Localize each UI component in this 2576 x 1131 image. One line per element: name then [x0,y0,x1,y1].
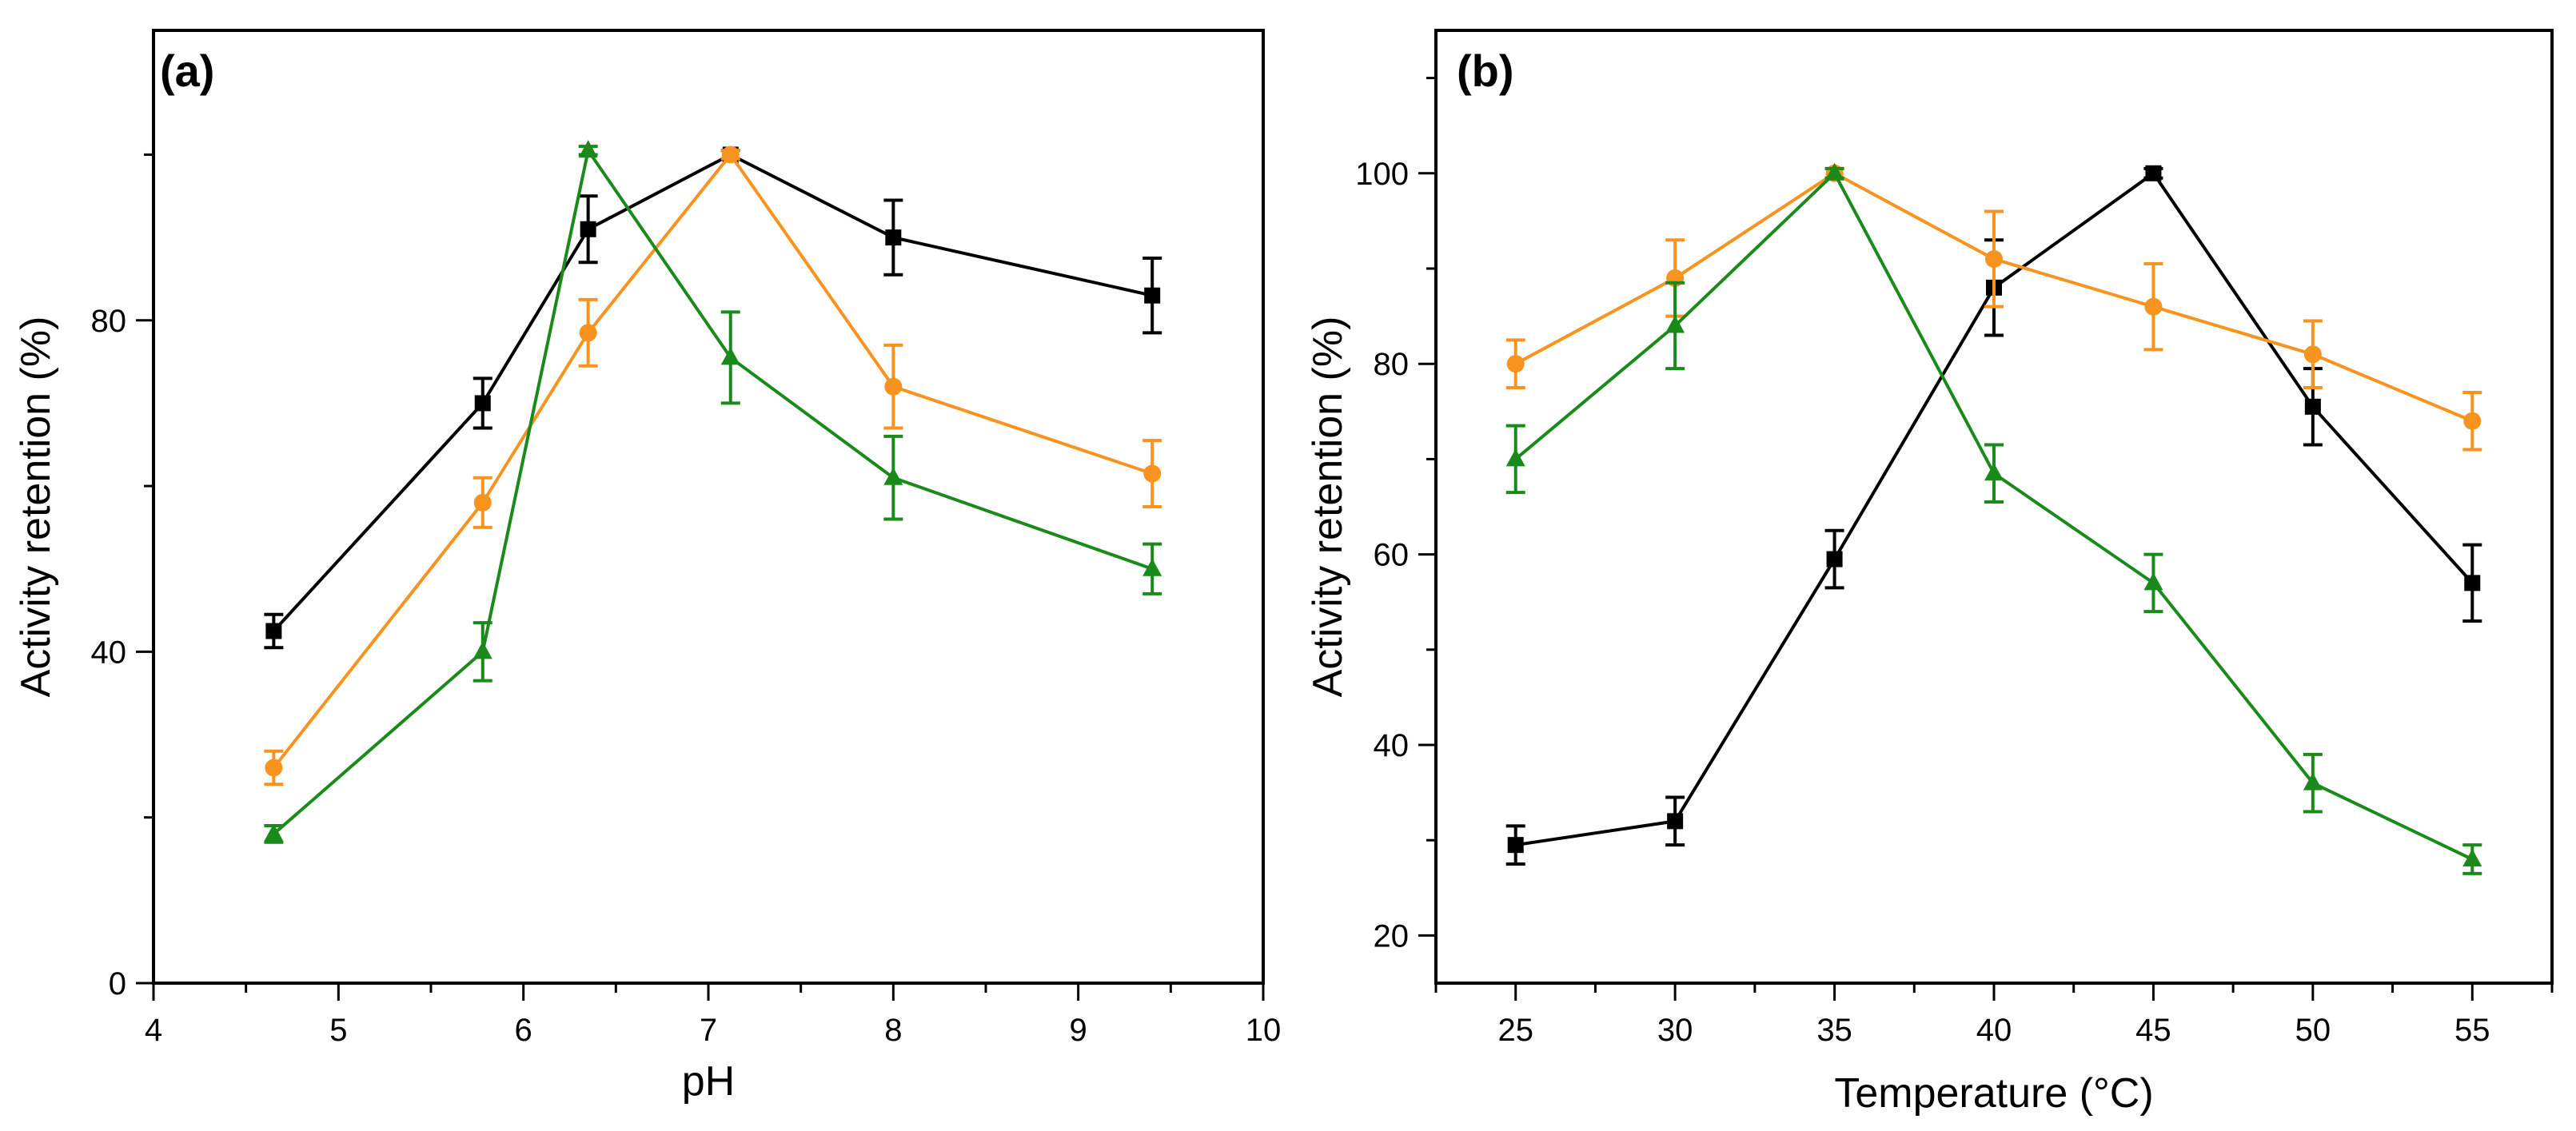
panel-b-series-orange-point [1506,355,1525,373]
panel-b-y-tick-label: 40 [1374,728,1410,763]
panel-a-series-green-point [473,641,492,659]
panel-b-series-black-point [1507,837,1524,854]
panel-b-series-black-point [2464,575,2481,591]
panel-a-series-orange-point [884,377,903,396]
panel-a-plot-area [264,140,1162,844]
panel-b-series-orange-point [2144,297,2163,316]
panel-a: (a) pH Activity retention (%) 4 5 6 7 8 9 10 0… [13,29,1281,1105]
panel-a-y-tick-label: 40 [91,635,127,670]
panel-a-series-green-point [1142,558,1162,576]
panel-a-series-green-point [720,347,740,365]
panel-b-y-tick-label: 60 [1374,538,1410,573]
panel-b-x-tick-label: 55 [2454,1013,2490,1048]
panel-a-series-orange-point [579,324,597,342]
panel-a-y-axis-title: Activity retention (%) [13,317,59,698]
panel-b-x-axis-title: Temperature (°C) [1834,1070,2153,1117]
panel-a-series-green-point [883,467,903,485]
panel-a-y-ticks: 0 40 80 [91,153,154,1002]
panel-a-series-orange-line [272,153,1153,769]
panel-b-series-black-point [2304,398,2321,415]
panel-b-x-tick-label: 50 [2295,1013,2331,1048]
panel-a-series-green [264,140,1162,844]
panel-b-series-black-point [1667,813,1684,830]
panel-b-series-orange-point [2463,412,2482,430]
panel-b-plot-area [1505,162,2482,875]
panel-a-x-ticks: 4 5 6 7 8 9 10 [145,983,1281,1048]
panel-b-series-green-point [1984,463,2004,481]
panel-b-series-black-point [1826,551,1843,567]
panel-b-series-green-point [2143,572,2163,591]
panel-a-x-tick-label: 10 [1246,1013,1282,1048]
panel-a-series-orange-point [473,493,492,512]
panel-a-x-tick-label: 5 [329,1013,347,1048]
panel-b-x-tick-label: 30 [1657,1013,1693,1048]
panel-a-y-tick-label: 0 [109,966,126,1002]
panel-b-y-tick-label: 20 [1374,918,1410,954]
panel-a-series-green-point [264,823,284,842]
panel-b-x-tick-label: 35 [1816,1013,1852,1048]
panel-a-series-black-point [1144,287,1161,304]
panel-b-label: (b) [1457,46,1514,96]
panel-a-x-tick-label: 7 [700,1013,717,1048]
panel-a-series-orange-point [721,145,740,164]
panel-a-x-tick-label: 4 [145,1013,162,1048]
panel-a-series-black-point [885,229,902,246]
panel-b-series-green-point [2303,772,2323,791]
panel-a-y-tick-label: 80 [91,304,127,339]
panel-a-series-black-point [580,221,596,237]
panel-b: (b) Temperature (°C) Activity retention … [1305,29,2554,1117]
panel-b-x-tick-label: 40 [1976,1013,2012,1048]
panel-a-series-orange-point [1143,464,1162,483]
panel-b-series-orange-point [2303,345,2322,364]
panel-b-series-green-point [1505,448,1525,467]
panel-b-x-tick-label: 25 [1497,1013,1533,1048]
panel-a-x-tick-label: 9 [1070,1013,1087,1048]
panel-b-x-tick-label: 45 [2135,1013,2171,1048]
panel-b-y-tick-label: 80 [1374,347,1410,382]
panel-a-series-green-line [273,149,1153,835]
panel-a-series-orange-point [265,759,283,777]
panel-a-series-black-line [272,153,1153,632]
panel-b-series-green-point [1665,315,1685,333]
panel-b-series-orange-point [1985,250,2003,269]
panel-b-y-ticks: 20 40 60 80 100 [1355,77,1436,954]
panel-b-series-black-point [2145,165,2162,181]
panel-b-series-green-point [1824,162,1844,181]
panel-a-x-axis-title: pH [682,1058,735,1105]
panel-b-series-green-point [2462,849,2482,867]
panel-b-series-green [1505,162,2482,875]
panel-a-series-orange [264,145,1162,787]
panel-b-x-ticks: 25 30 35 40 45 50 55 [1434,983,2554,1048]
panel-a-series-black-point [265,623,282,639]
panel-a-x-tick-label: 8 [884,1013,902,1048]
panel-a-series-green-point [578,140,598,158]
panel-a-label: (a) [160,46,214,96]
panel-b-y-tick-label: 100 [1355,157,1409,192]
panel-a-series-black-point [474,395,491,412]
panel-a-x-tick-label: 6 [515,1013,532,1048]
panel-b-y-axis-title: Activity retention (%) [1305,317,1351,698]
